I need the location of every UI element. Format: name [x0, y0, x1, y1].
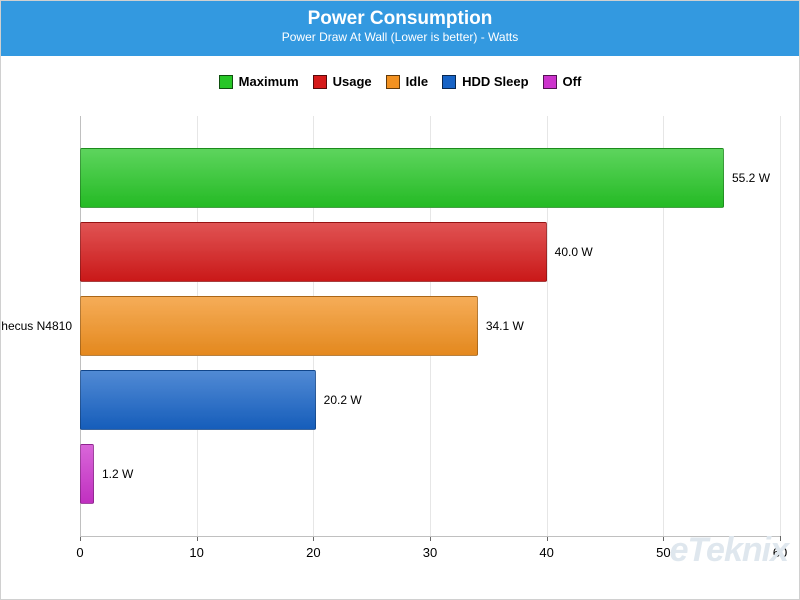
category-label: Thecus N4810 — [0, 319, 80, 333]
x-tick-label: 0 — [76, 545, 83, 560]
bar-value-label: 34.1 W — [486, 319, 524, 333]
bar-value-label: 1.2 W — [102, 467, 133, 481]
legend: Maximum Usage Idle HDD Sleep Off — [0, 74, 800, 89]
x-tick-label: 50 — [656, 545, 670, 560]
chart-header: Power Consumption Power Draw At Wall (Lo… — [0, 0, 800, 56]
x-tick-label: 10 — [189, 545, 203, 560]
legend-swatch — [442, 75, 456, 89]
bar — [80, 296, 478, 356]
legend-item: Usage — [313, 74, 372, 89]
legend-item: Idle — [386, 74, 428, 89]
x-tick-label: 20 — [306, 545, 320, 560]
plot-area: 010203040506055.2 W40.0 W34.1 W20.2 W1.2… — [80, 116, 780, 536]
x-tick-label: 30 — [423, 545, 437, 560]
gridline — [780, 116, 781, 536]
plot: 010203040506055.2 W40.0 W34.1 W20.2 W1.2… — [80, 116, 780, 536]
legend-label: Usage — [333, 74, 372, 89]
bar-value-label: 40.0 W — [555, 245, 593, 259]
x-tick-label: 40 — [539, 545, 553, 560]
legend-label: HDD Sleep — [462, 74, 528, 89]
legend-swatch — [219, 75, 233, 89]
bar — [80, 370, 316, 430]
bar — [80, 148, 724, 208]
chart-subtitle: Power Draw At Wall (Lower is better) - W… — [0, 30, 800, 44]
legend-label: Maximum — [239, 74, 299, 89]
legend-swatch — [543, 75, 557, 89]
legend-item: Maximum — [219, 74, 299, 89]
legend-item: Off — [543, 74, 582, 89]
bar — [80, 444, 94, 504]
bar — [80, 222, 547, 282]
watermark: eTeknix — [670, 531, 788, 570]
legend-swatch — [386, 75, 400, 89]
legend-label: Idle — [406, 74, 428, 89]
legend-label: Off — [563, 74, 582, 89]
legend-item: HDD Sleep — [442, 74, 528, 89]
bar-value-label: 55.2 W — [732, 171, 770, 185]
legend-swatch — [313, 75, 327, 89]
chart-title: Power Consumption — [0, 8, 800, 30]
bar-value-label: 20.2 W — [324, 393, 362, 407]
